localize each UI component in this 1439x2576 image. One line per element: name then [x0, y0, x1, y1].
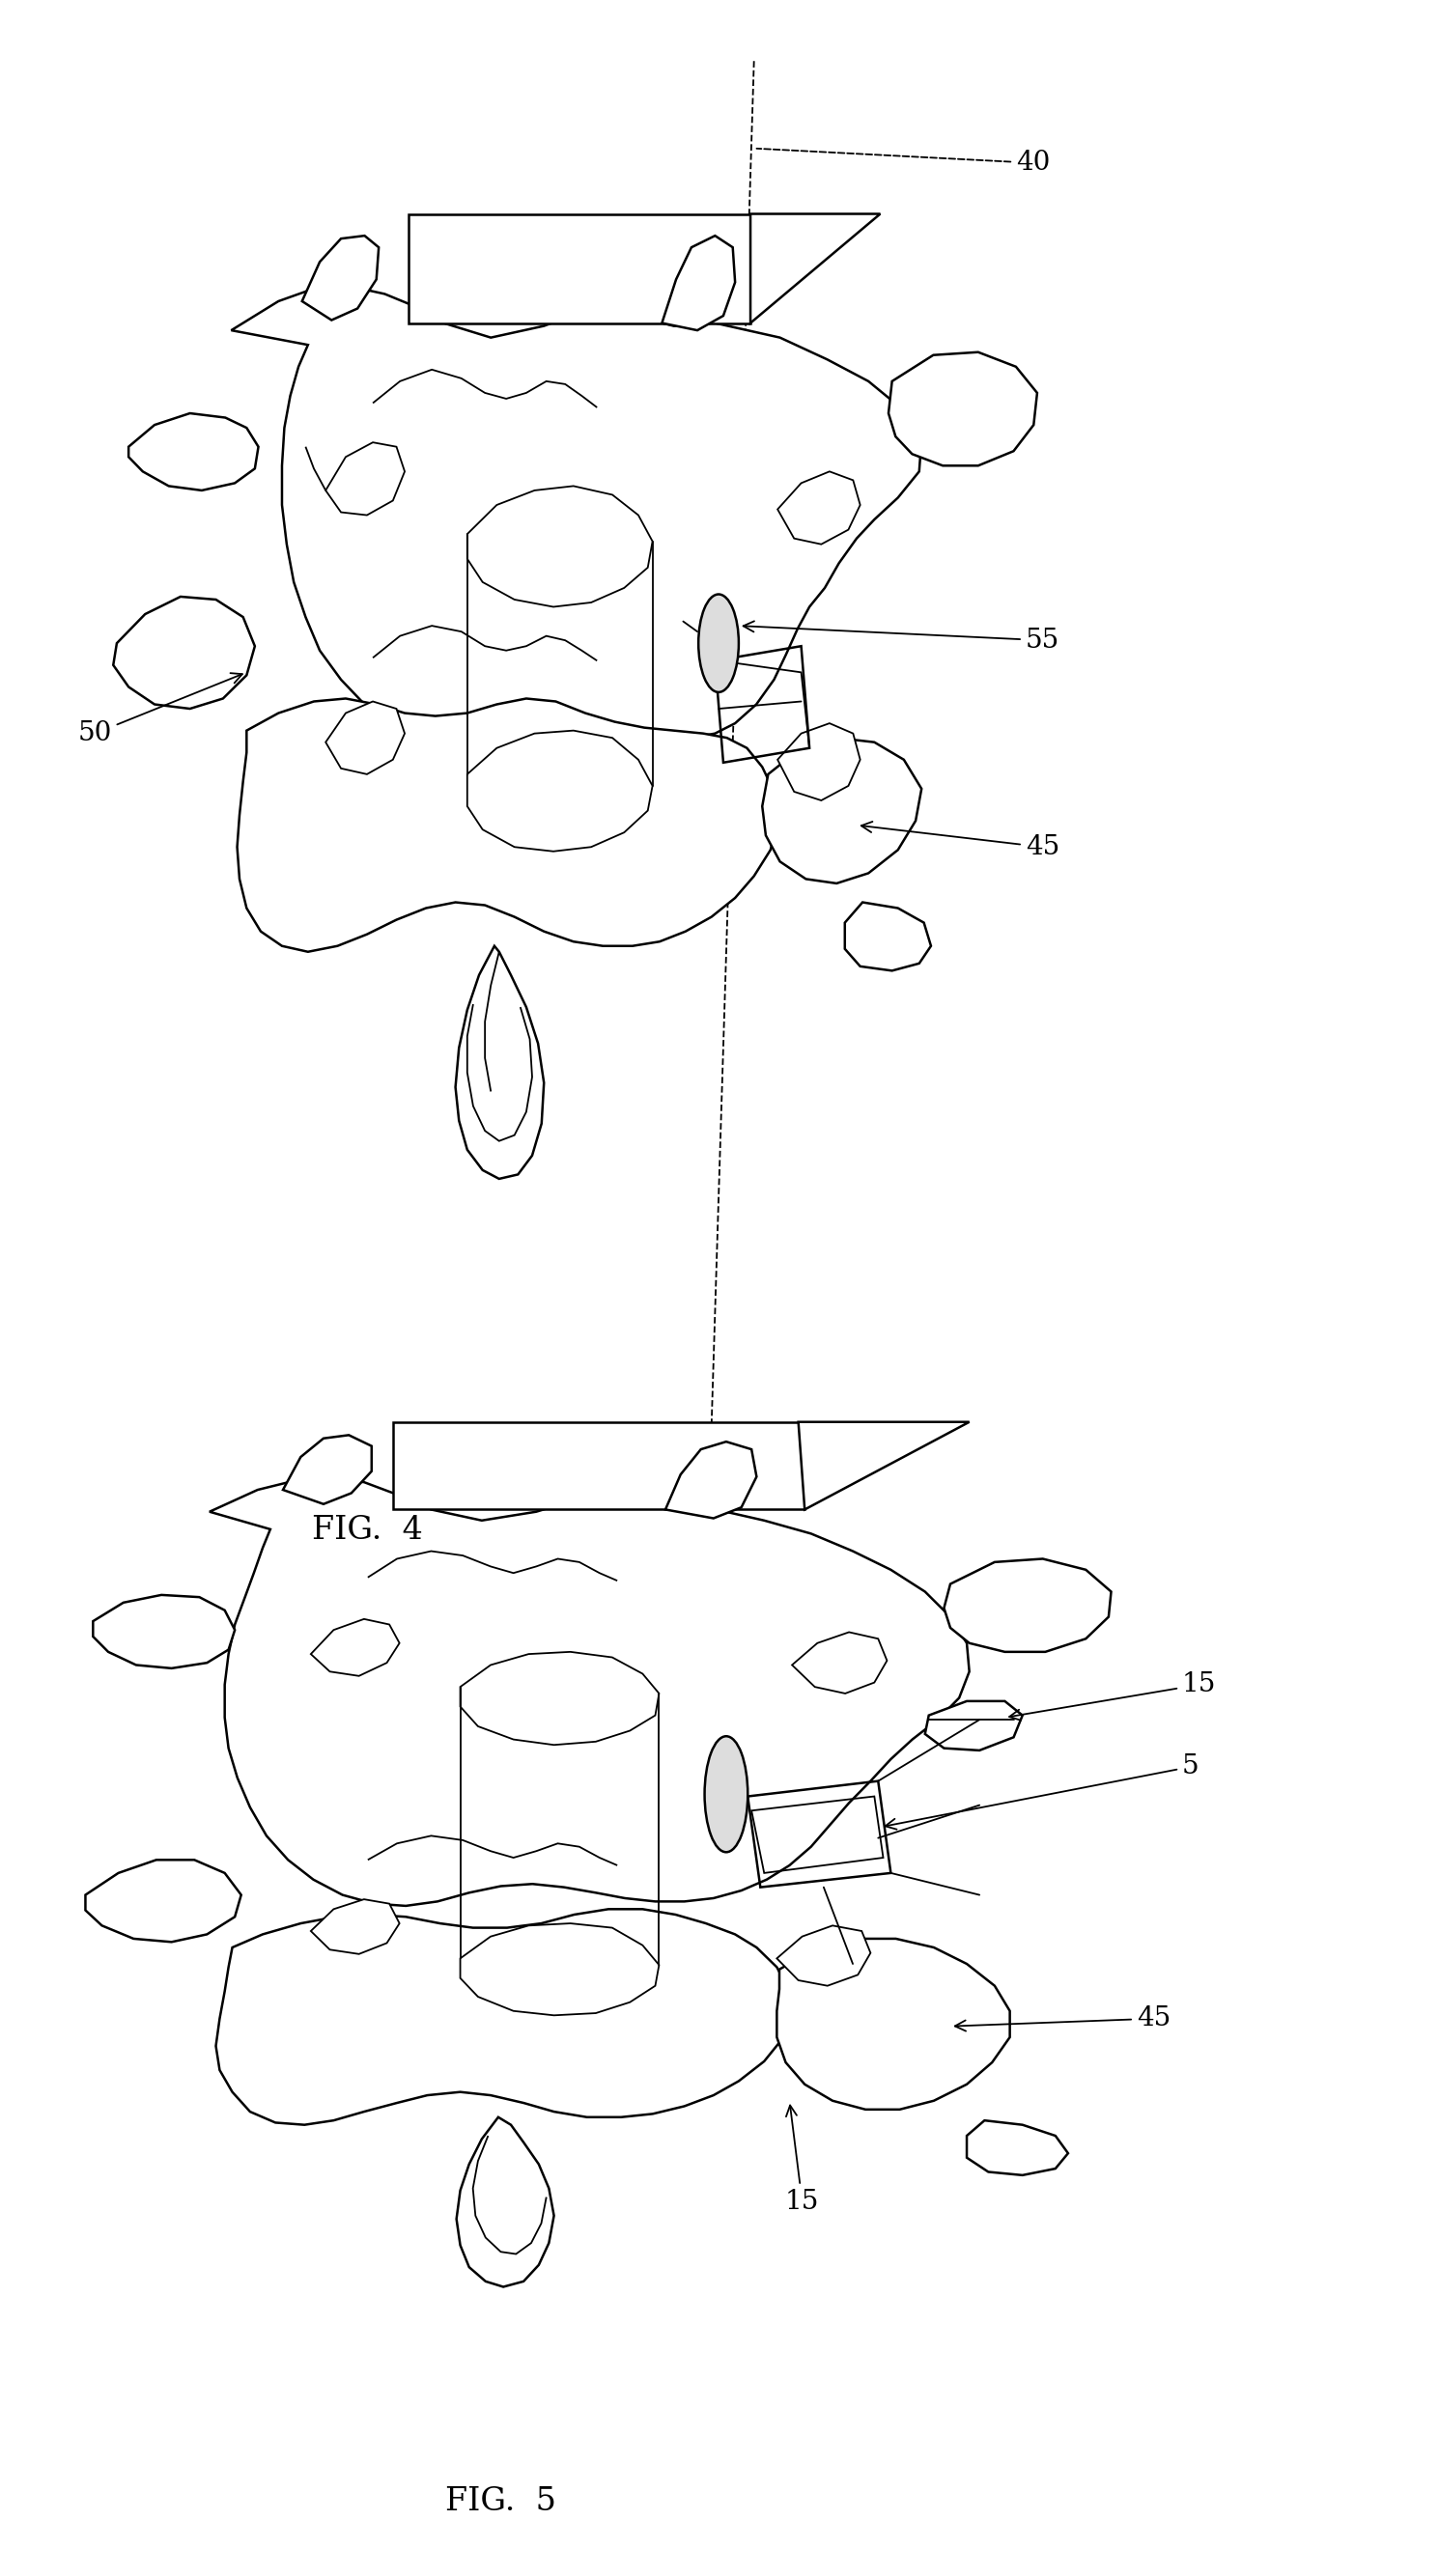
PathPatch shape [468, 487, 652, 608]
PathPatch shape [777, 471, 861, 544]
PathPatch shape [925, 1700, 1023, 1752]
PathPatch shape [302, 237, 378, 319]
PathPatch shape [944, 1558, 1111, 1651]
PathPatch shape [325, 701, 404, 775]
PathPatch shape [845, 902, 931, 971]
PathPatch shape [325, 443, 404, 515]
PathPatch shape [665, 1443, 757, 1517]
Text: 55: 55 [744, 621, 1059, 654]
PathPatch shape [114, 598, 255, 708]
PathPatch shape [85, 1860, 242, 1942]
Text: 45: 45 [955, 2007, 1170, 2032]
Text: 5: 5 [885, 1754, 1199, 1829]
PathPatch shape [791, 1633, 886, 1692]
Text: 45: 45 [861, 822, 1059, 860]
Polygon shape [799, 1422, 970, 1510]
PathPatch shape [763, 737, 921, 884]
PathPatch shape [777, 724, 861, 801]
PathPatch shape [311, 1899, 400, 1955]
PathPatch shape [460, 1924, 659, 2014]
Polygon shape [393, 1422, 804, 1510]
PathPatch shape [283, 1435, 371, 1504]
PathPatch shape [888, 353, 1038, 466]
PathPatch shape [777, 1940, 1010, 2110]
PathPatch shape [311, 1618, 400, 1677]
PathPatch shape [216, 1909, 791, 2125]
Text: FIG.  5: FIG. 5 [445, 2486, 557, 2517]
PathPatch shape [460, 1651, 659, 1744]
PathPatch shape [455, 945, 544, 1180]
PathPatch shape [662, 237, 735, 330]
Text: 40: 40 [757, 149, 1050, 175]
Polygon shape [409, 214, 751, 322]
PathPatch shape [232, 283, 921, 737]
Text: 50: 50 [78, 672, 242, 747]
PathPatch shape [468, 732, 652, 850]
PathPatch shape [777, 1927, 871, 1986]
Text: 15: 15 [1009, 1672, 1216, 1721]
PathPatch shape [237, 698, 777, 951]
PathPatch shape [128, 412, 259, 489]
Ellipse shape [705, 1736, 748, 1852]
Ellipse shape [698, 595, 738, 693]
Text: FIG.  4: FIG. 4 [311, 1515, 423, 1546]
PathPatch shape [456, 2117, 554, 2287]
PathPatch shape [210, 1476, 970, 1906]
PathPatch shape [967, 2120, 1068, 2174]
Polygon shape [751, 214, 881, 322]
Text: 15: 15 [786, 2105, 819, 2215]
PathPatch shape [94, 1595, 235, 1669]
